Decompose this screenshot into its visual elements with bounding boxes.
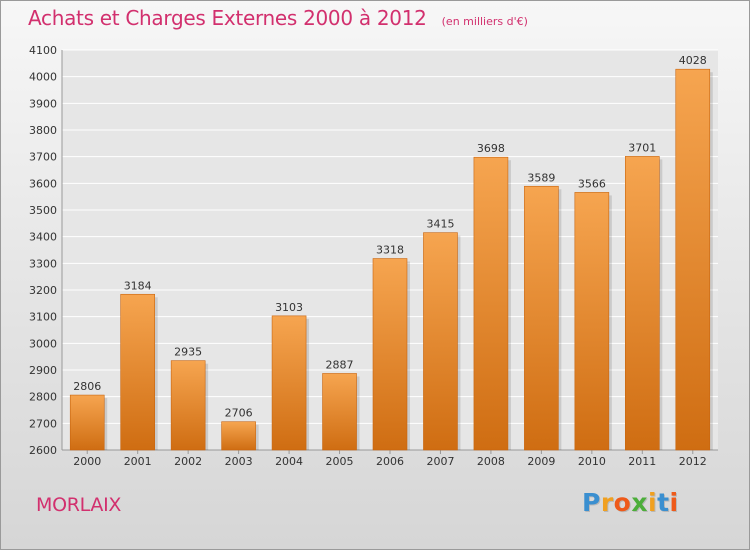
x-tick-label: 2007 — [426, 455, 454, 468]
x-tick-label: 2004 — [275, 455, 303, 468]
value-label-2009: 3589 — [527, 171, 555, 184]
x-tick-label: 2006 — [376, 455, 404, 468]
y-tick-label: 3300 — [29, 257, 57, 270]
y-tick-label: 2800 — [29, 391, 57, 404]
logo-letter: t — [657, 488, 670, 517]
x-tick-label: 2011 — [628, 455, 656, 468]
y-tick-label: 2900 — [29, 364, 57, 377]
y-tick-label: 3100 — [29, 311, 57, 324]
bar-2001[interactable] — [120, 293, 155, 451]
x-tick-label: 2009 — [527, 455, 555, 468]
title-row: Achats et Charges Externes 2000 à 2012 (… — [28, 6, 528, 30]
logo-letter: r — [600, 488, 614, 517]
value-label-2004: 3103 — [275, 301, 303, 314]
x-tick-label: 2000 — [73, 455, 101, 468]
city-name: MORLAIX — [36, 494, 122, 516]
logo-letter: i — [669, 488, 679, 517]
value-label-2012: 4028 — [679, 54, 707, 67]
y-tick-label: 3500 — [29, 204, 57, 217]
y-tick-label: 3000 — [29, 337, 57, 350]
y-tick-label: 3900 — [29, 97, 57, 110]
bar-2010[interactable] — [574, 192, 610, 451]
logo-letter: P — [582, 488, 601, 517]
value-label-2010: 3566 — [578, 177, 606, 190]
value-label-2006: 3318 — [376, 244, 404, 257]
value-label-2011: 3701 — [628, 141, 656, 154]
bar-2000[interactable] — [69, 394, 105, 451]
y-tick-label: 3700 — [29, 151, 57, 164]
x-tick-label: 2002 — [174, 455, 202, 468]
chart-subtitle: (en milliers d'€) — [441, 15, 528, 28]
x-tick-label: 2001 — [124, 455, 152, 468]
y-tick-label: 3200 — [29, 284, 57, 297]
bar-2008[interactable] — [473, 156, 509, 451]
chart-title: Achats et Charges Externes 2000 à 2012 — [28, 6, 427, 30]
value-label-2001: 3184 — [124, 279, 152, 292]
bar-2005[interactable] — [322, 373, 357, 451]
y-tick-label: 3800 — [29, 124, 57, 137]
bar-2003[interactable] — [221, 421, 256, 451]
bar-2004[interactable] — [271, 315, 307, 451]
x-tick-label: 2012 — [679, 455, 707, 468]
proxiti-logo[interactable]: Proxiti — [582, 488, 679, 517]
y-tick-label: 2700 — [29, 417, 57, 430]
logo-letter: x — [631, 488, 648, 517]
y-tick-label: 3600 — [29, 177, 57, 190]
x-tick-label: 2008 — [477, 455, 505, 468]
x-tick-label: 2010 — [578, 455, 606, 468]
x-tick-label: 2003 — [225, 455, 253, 468]
bar-2007[interactable] — [423, 232, 458, 451]
y-tick-label: 2600 — [29, 444, 57, 457]
x-tick-label: 2005 — [326, 455, 354, 468]
logo-letter: o — [613, 488, 632, 517]
value-label-2005: 2887 — [326, 358, 354, 371]
bar-2011[interactable] — [625, 156, 660, 451]
logo-letter: i — [648, 488, 658, 517]
value-label-2000: 2806 — [73, 380, 101, 393]
y-tick-label: 3400 — [29, 231, 57, 244]
bar-2009[interactable] — [524, 185, 559, 451]
value-label-2008: 3698 — [477, 142, 505, 155]
value-label-2002: 2935 — [174, 346, 202, 359]
bar-2006[interactable] — [372, 258, 408, 451]
value-label-2003: 2706 — [225, 407, 253, 420]
bar-2012[interactable] — [675, 68, 711, 451]
y-tick-label: 4000 — [29, 71, 57, 84]
y-tick-label: 4100 — [29, 44, 57, 57]
bar-2002[interactable] — [170, 360, 206, 451]
value-label-2007: 3415 — [426, 218, 454, 231]
